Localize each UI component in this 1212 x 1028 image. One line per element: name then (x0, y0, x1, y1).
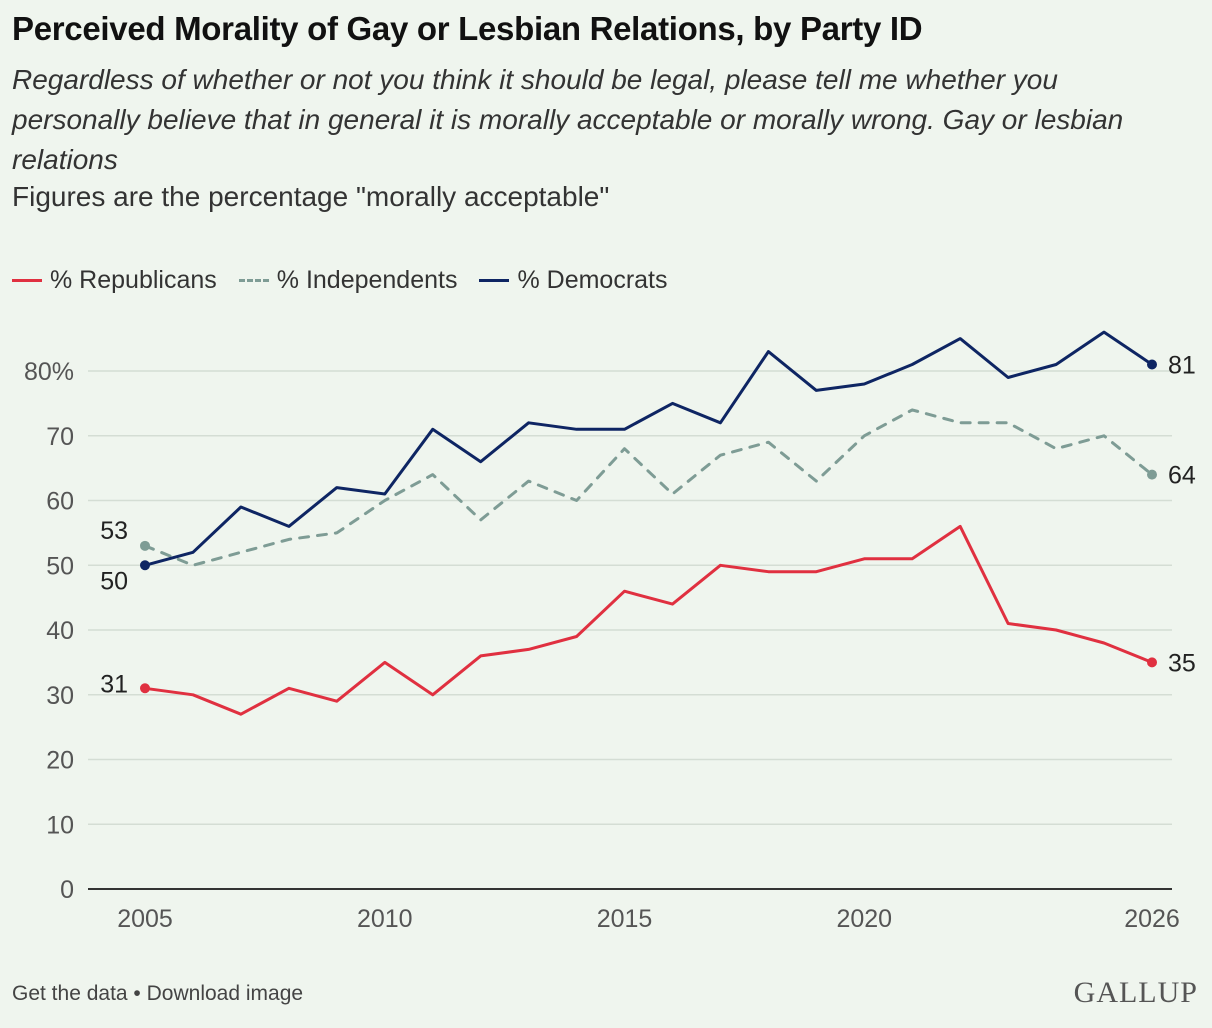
label-layer: 31 35 53 64 50 81 (100, 352, 1196, 699)
x-tick-label-2015: 2015 (597, 905, 653, 933)
series-line-independents (143, 408, 1154, 567)
start-label-republicans: 31 (100, 670, 128, 698)
chart-footer: Get the data • Download image (12, 982, 303, 1006)
series-line-republicans (143, 524, 1154, 716)
series-layer (140, 330, 1157, 716)
data-point-republicans-2026 (1147, 657, 1157, 668)
x-tick-label-2026: 2026 (1124, 905, 1180, 933)
legend-swatch-democrats (479, 279, 510, 282)
legend-swatch-independents (238, 279, 269, 282)
x-tick-label-2005: 2005 (117, 905, 173, 933)
legend-label-republicans: % Republicans (50, 266, 217, 294)
legend-item-independents: % Independents (238, 266, 458, 295)
footer-separator: • (127, 982, 147, 1005)
x-tick-label-2010: 2010 (357, 905, 413, 933)
legend-item-republicans: % Republicans (12, 266, 217, 295)
end-label-independents: 64 (1168, 462, 1196, 490)
y-tick-label-80: 80% (24, 358, 74, 386)
x-tick-label-2020: 2020 (836, 905, 892, 933)
legend-swatch-republicans (12, 279, 42, 282)
chart-legend: % Republicans % Independents % Democrats (12, 266, 668, 295)
y-tick-label-70: 70 (46, 423, 74, 451)
data-point-democrats-2005 (140, 560, 150, 571)
y-tick-label-60: 60 (46, 488, 74, 516)
end-label-democrats: 81 (1168, 352, 1196, 380)
gallup-logo: GALLUP (1073, 976, 1198, 1009)
legend-item-democrats: % Democrats (479, 266, 668, 295)
grid-layer (88, 370, 1172, 825)
start-label-democrats: 50 (100, 567, 128, 595)
line-chart: 0 10 20 30 40 50 60 70 80% 2005 2010 2015 2020 2026 3… (24, 330, 1196, 933)
y-tick-label-0: 0 (60, 876, 74, 904)
axis-layer: 0 10 20 30 40 50 60 70 80% 2005 2010 2015 2020 2026 (24, 358, 1180, 933)
chart-title: Perceived Morality of Gay or Lesbian Rel… (12, 10, 923, 47)
data-point-independents-2005 (140, 540, 150, 551)
legend-label-democrats: % Democrats (517, 266, 668, 294)
y-tick-label-10: 10 (46, 811, 74, 839)
start-label-independents: 53 (100, 517, 128, 545)
end-label-republicans: 35 (1168, 649, 1196, 677)
data-point-republicans-2005 (140, 683, 150, 694)
data-point-democrats-2026 (1147, 359, 1157, 370)
get-data-link[interactable]: Get the data (12, 982, 128, 1005)
chart-note: Figures are the percentage "morally acce… (12, 181, 610, 212)
y-tick-label-20: 20 (46, 747, 74, 775)
legend-label-independents: % Independents (276, 266, 458, 294)
download-image-link[interactable]: Download image (146, 982, 304, 1005)
chart-subtitle: Regardless of whether or not you think i… (12, 64, 1124, 175)
y-tick-label-40: 40 (46, 617, 74, 645)
y-tick-label-50: 50 (46, 552, 74, 580)
data-point-independents-2026 (1147, 469, 1157, 480)
y-tick-label-30: 30 (46, 682, 74, 710)
series-line-democrats (143, 330, 1154, 567)
